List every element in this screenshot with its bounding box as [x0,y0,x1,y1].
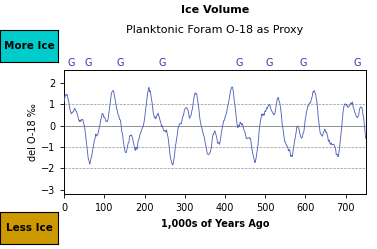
Text: G: G [265,59,273,68]
Text: Planktonic Foram O-18 as Proxy: Planktonic Foram O-18 as Proxy [126,25,303,35]
Text: G: G [67,59,75,68]
Text: G: G [354,59,362,68]
Text: G: G [84,59,92,68]
Text: G: G [235,59,243,68]
Text: Ice Volume: Ice Volume [181,5,249,15]
Text: G: G [116,59,124,68]
X-axis label: 1,000s of Years Ago: 1,000s of Years Ago [161,219,269,229]
Text: Less Ice: Less Ice [6,223,53,233]
Text: More Ice: More Ice [4,41,55,51]
Text: G: G [300,59,307,68]
Y-axis label: del O-18 ‰: del O-18 ‰ [28,103,38,161]
Text: G: G [159,59,166,68]
